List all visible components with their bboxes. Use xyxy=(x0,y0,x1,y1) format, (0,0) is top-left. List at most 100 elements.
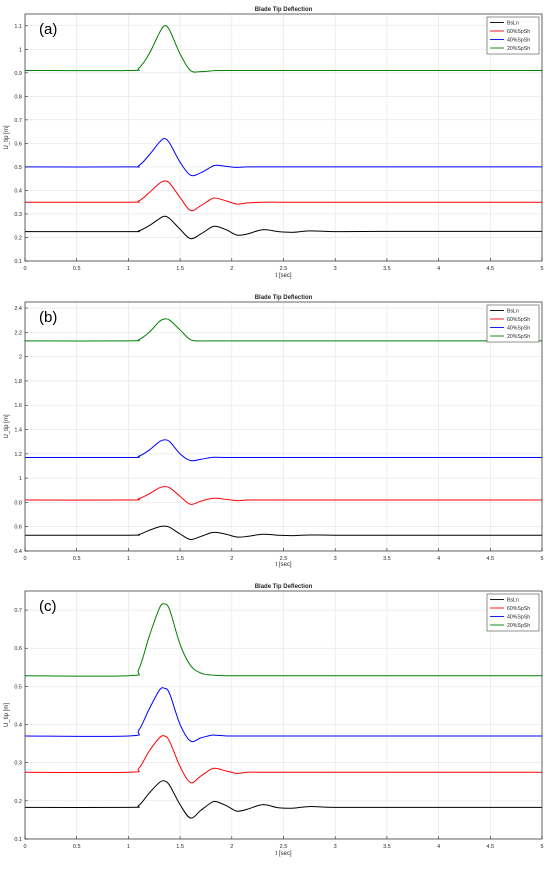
x-tick-label: 4.5 xyxy=(486,556,494,562)
legend: BsLn 60%SpSh 40%SpSh 20%SpSh xyxy=(486,593,540,632)
legend-label: 60%SpSh xyxy=(507,317,530,323)
x-tick-label: 0 xyxy=(23,844,26,850)
y-tick-label: 0.7 xyxy=(14,608,22,614)
legend-label: 60%SpSh xyxy=(507,29,530,35)
legend-label: 60%SpSh xyxy=(507,606,530,612)
panel-label: (c) xyxy=(39,598,57,615)
x-tick-label: 4.5 xyxy=(486,266,494,272)
chart-panel-3: 0 0.5 1 1.5 2 2.5 3 3.5 4 4.5 5 0.1 0.2 0.3 0.4 0.5 0.6 0… xyxy=(4,584,544,857)
chart-title: Blade Tip Deflection xyxy=(255,584,313,590)
y-axis-label: U_tip [m] xyxy=(4,703,10,727)
y-tick-label: 0.2 xyxy=(14,235,22,241)
x-tick-label: 2 xyxy=(230,844,233,850)
series-line-40%SpSh xyxy=(24,138,542,177)
x-tick-label: 0.5 xyxy=(73,266,81,272)
legend-label: BsLn xyxy=(507,21,519,27)
chart-title: Blade Tip Deflection xyxy=(255,295,313,301)
x-tick-label: 0.5 xyxy=(73,844,81,850)
y-tick-label: 0.1 xyxy=(14,259,22,265)
y-tick-label: 2 xyxy=(19,355,22,361)
y-axis-label: U_tip [m] xyxy=(4,125,10,149)
y-tick-label: 1.2 xyxy=(14,452,22,458)
x-tick-label: 4.5 xyxy=(486,844,494,850)
series-line-BsLn xyxy=(24,525,542,540)
series-line-BsLn xyxy=(24,215,543,240)
x-tick-label: 5 xyxy=(540,556,543,562)
legend-label: 20%SpSh xyxy=(507,334,530,340)
x-tick-label: 3 xyxy=(334,266,337,272)
panel-label: (b) xyxy=(39,309,57,326)
legend: BsLn 60%SpSh 40%SpSh 20%SpSh xyxy=(486,304,540,343)
y-tick-label: 0.3 xyxy=(14,761,22,767)
series-line-20%SpSh xyxy=(24,318,542,342)
legend-label: 40%SpSh xyxy=(507,326,530,332)
x-tick-label: 1.5 xyxy=(176,266,184,272)
x-axis-label: t [sec] xyxy=(275,851,291,857)
x-axis-label: t [sec] xyxy=(275,562,291,568)
chart-title: Blade Tip Deflection xyxy=(255,7,313,13)
series-line-60%SpSh xyxy=(24,735,542,784)
x-tick-label: 3.5 xyxy=(383,266,391,272)
x-tick-label: 1 xyxy=(127,266,130,272)
y-tick-label: 2.4 xyxy=(14,306,22,312)
series-line-20%SpSh xyxy=(24,25,542,73)
x-tick-label: 5 xyxy=(540,266,543,272)
legend-label: 40%SpSh xyxy=(507,615,530,621)
x-tick-label: 0 xyxy=(23,266,26,272)
y-tick-label: 0.4 xyxy=(14,549,22,555)
y-tick-label: 0.3 xyxy=(14,212,22,218)
series-line-BsLn xyxy=(24,780,542,819)
series-line-40%SpSh xyxy=(24,439,542,462)
y-tick-label: 0.5 xyxy=(14,684,22,690)
x-tick-label: 2 xyxy=(230,556,233,562)
x-axis-label: t [sec] xyxy=(275,273,291,279)
y-tick-label: 0.6 xyxy=(14,646,22,652)
x-tick-label: 5 xyxy=(540,844,543,850)
x-tick-label: 1.5 xyxy=(176,844,184,850)
x-tick-label: 1 xyxy=(127,556,130,562)
x-tick-label: 4 xyxy=(437,556,440,562)
y-tick-label: 1.1 xyxy=(14,24,22,30)
legend-label: BsLn xyxy=(507,598,519,604)
series-line-20%SpSh xyxy=(24,603,542,677)
y-tick-label: 1.6 xyxy=(14,403,22,409)
x-tick-label: 2.5 xyxy=(280,266,288,272)
y-tick-label: 0.5 xyxy=(14,165,22,171)
x-tick-label: 0 xyxy=(23,556,26,562)
x-tick-label: 2.5 xyxy=(280,556,288,562)
x-tick-label: 3 xyxy=(334,844,337,850)
series-line-60%SpSh xyxy=(24,486,542,505)
y-tick-label: 0.7 xyxy=(14,118,22,124)
x-tick-label: 3 xyxy=(334,556,337,562)
x-tick-label: 2 xyxy=(230,266,233,272)
x-tick-label: 3.5 xyxy=(383,844,391,850)
panel-label: (a) xyxy=(39,21,57,38)
y-tick-label: 0.2 xyxy=(14,799,22,805)
x-tick-label: 1 xyxy=(127,844,130,850)
x-tick-label: 1.5 xyxy=(176,556,184,562)
x-tick-label: 0.5 xyxy=(73,556,81,562)
series-line-40%SpSh xyxy=(24,687,542,743)
chart-panel-2: 0 0.5 1 1.5 2 2.5 3 3.5 4 4.5 5 0.4 0.6 0.8 1 1.2 1.4 1.6… xyxy=(4,295,544,568)
y-tick-label: 0.6 xyxy=(14,525,22,531)
y-tick-label: 0.8 xyxy=(14,500,22,506)
y-tick-label: 0.6 xyxy=(14,141,22,147)
x-tick-label: 4 xyxy=(437,266,440,272)
y-tick-label: 1 xyxy=(19,47,22,53)
y-tick-label: 2.2 xyxy=(14,330,22,336)
x-tick-label: 4 xyxy=(437,844,440,850)
legend-label: 20%SpSh xyxy=(507,623,530,629)
y-tick-label: 0.4 xyxy=(14,188,22,194)
x-tick-label: 2.5 xyxy=(280,844,288,850)
chart-panel-1: 0 0.5 1 1.5 2 2.5 3 3.5 4 4.5 5 0.1 0.2 0.3 0.4 0.5 0.6 0… xyxy=(4,7,544,279)
legend-label: 20%SpSh xyxy=(507,46,530,52)
series-line-60%SpSh xyxy=(24,180,542,212)
y-axis-label: U_tip [m] xyxy=(4,414,10,438)
y-tick-label: 0.1 xyxy=(14,837,22,843)
legend-label: BsLn xyxy=(507,309,519,315)
x-tick-label: 3.5 xyxy=(383,556,391,562)
y-tick-label: 0.9 xyxy=(14,71,22,77)
legend: BsLn 60%SpSh 40%SpSh 20%SpSh xyxy=(486,16,540,55)
